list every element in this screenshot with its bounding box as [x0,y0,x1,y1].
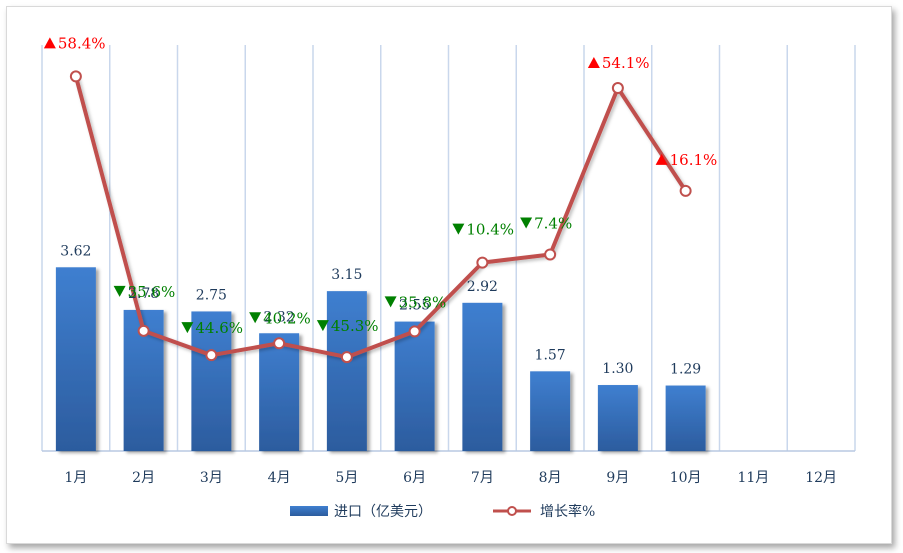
x-tick-label: 7月 [471,470,494,486]
bar [530,371,571,451]
bar-value-label: 2.92 [467,279,498,295]
x-tick-label: 2月 [132,470,155,486]
growth-rate-label: 35.6% [113,283,176,301]
bar [597,385,638,451]
growth-rate-label: 45.3% [316,317,379,335]
growth-point [679,184,692,197]
growth-rate-text: 10.4% [466,221,514,239]
x-tick-label: 1月 [64,470,87,486]
growth-rate-label: 40.2% [249,309,311,327]
growth-point [611,82,624,95]
down-arrow-icon [181,322,194,334]
up-arrow-icon [587,57,600,69]
bar [326,291,367,451]
growth-point [476,256,489,269]
up-arrow-icon [43,37,56,49]
growth-rate-text: 45.3% [331,317,379,335]
x-tick-label: 5月 [335,470,358,486]
growth-rate-text: 40.2% [263,309,311,327]
growth-point [273,337,286,350]
growth-point [340,351,353,364]
legend-line-label: 增长率% [540,503,595,520]
down-arrow-icon [452,223,465,235]
x-tick-label: 9月 [606,470,629,486]
bar-value-label: 1.57 [535,347,566,363]
down-arrow-icon [384,296,397,308]
x-tick-label: 3月 [200,470,223,486]
x-tick-label: 4月 [268,470,291,486]
growth-rate-label: 7.4% [520,214,572,232]
bar [191,311,232,451]
growth-rate-label: 44.6% [181,319,243,337]
legend-bar-swatch [290,506,328,516]
x-tick-label: 12月 [805,470,837,486]
growth-point [69,70,82,83]
down-arrow-icon [113,285,126,297]
growth-rate-label: 35.8% [384,293,447,311]
growth-rate-text: 16.1% [670,151,718,169]
growth-rate-label: 16.1% [655,151,718,169]
growth-rate-text: 35.6% [128,283,176,301]
growth-rate-label: 58.4% [43,34,106,52]
growth-rate-text: 44.6% [195,319,243,337]
growth-rate-text: 54.1% [602,54,650,72]
x-tick-label: 11月 [737,470,769,486]
growth-rate-text: 7.4% [534,214,572,232]
growth-rate-text: 35.8% [399,293,447,311]
growth-rate-label: 10.4% [452,221,514,239]
down-arrow-icon [316,320,329,332]
legend-line-marker [507,506,517,516]
bar-value-label: 3.62 [60,243,91,259]
growth-point [137,324,150,337]
growth-point [544,248,557,261]
growth-point [205,349,218,362]
bar-value-label: 2.75 [196,287,227,303]
x-tick-label: 8月 [539,470,562,486]
growth-rate-text: 58.4% [58,34,106,52]
growth-line [73,75,688,360]
growth-point [408,325,421,338]
bar-value-label: 1.30 [602,361,633,377]
bar [665,385,706,451]
bar [394,321,435,451]
bar-value-label: 1.29 [670,362,701,378]
x-tick-label: 6月 [403,470,426,486]
up-arrow-icon [655,153,668,165]
bar [55,267,96,451]
down-arrow-icon [520,217,533,229]
legend-bar-label: 进口（亿美元） [334,504,432,520]
bar-value-label: 2.55 [399,298,430,314]
bar-value-label: 2.32 [264,309,295,325]
growth-rate-label: 54.1% [587,54,650,72]
legend: 进口（亿美元） 增长率% [290,503,595,520]
bar [462,302,503,451]
bar [259,333,300,451]
bar-value-label: 3.15 [331,267,362,283]
down-arrow-icon [249,312,262,324]
x-tick-label: 10月 [670,470,702,486]
bar-value-label: 2.78 [128,286,159,302]
